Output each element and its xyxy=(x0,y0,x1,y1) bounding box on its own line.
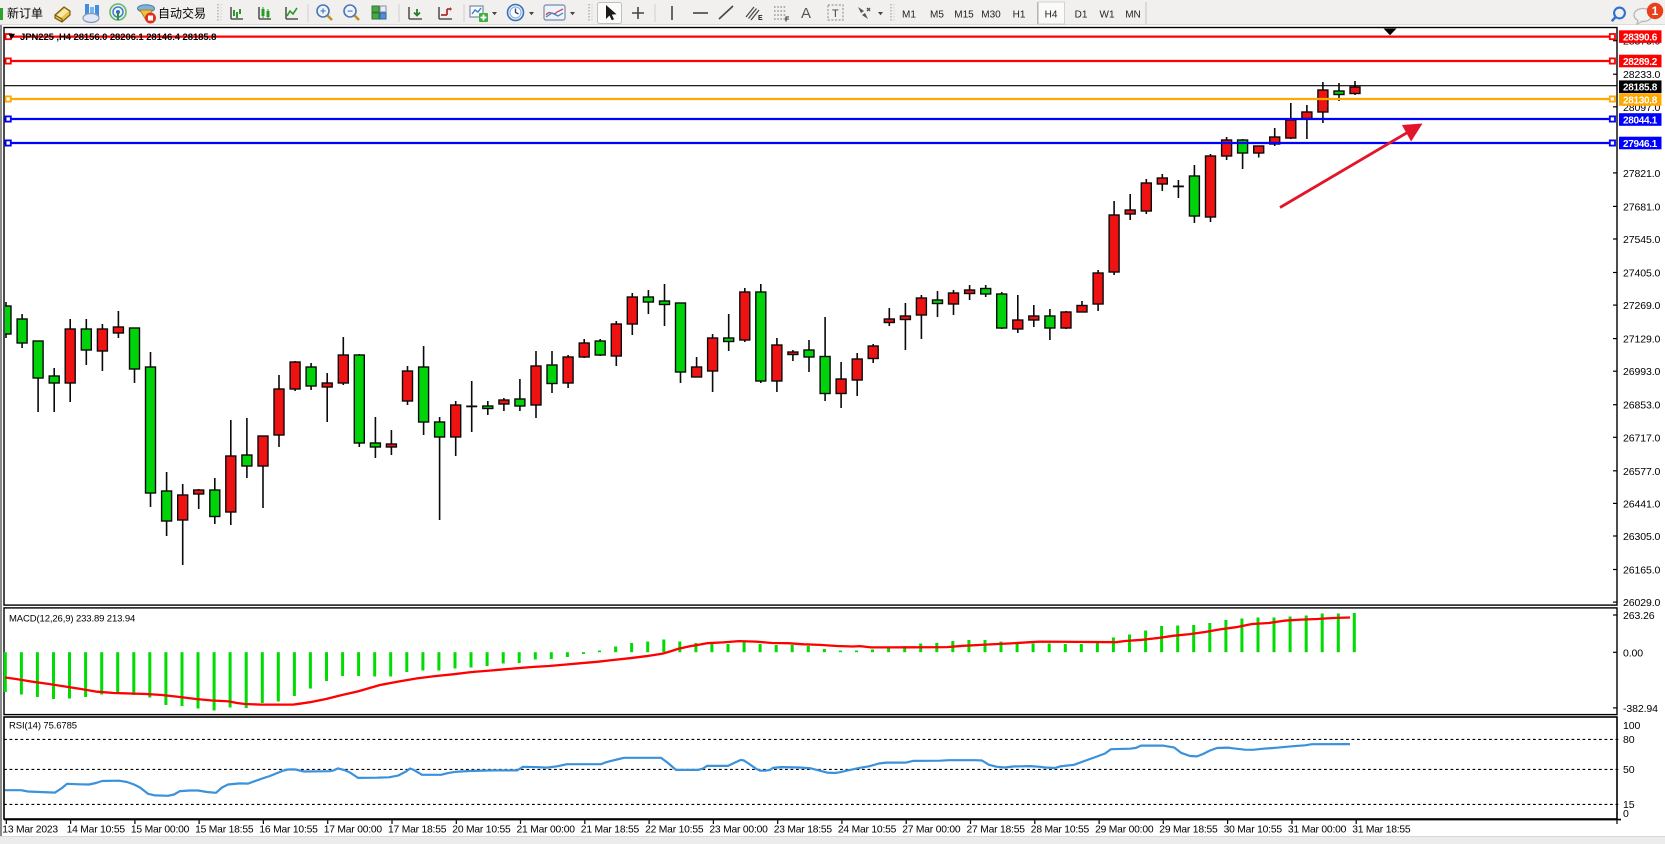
svg-text:M5: M5 xyxy=(930,10,944,21)
svg-text:16 Mar 10:55: 16 Mar 10:55 xyxy=(259,825,318,836)
svg-text:26853.0: 26853.0 xyxy=(1623,400,1661,412)
svg-text:29 Mar 18:55: 29 Mar 18:55 xyxy=(1159,825,1218,836)
svg-text:自动交易: 自动交易 xyxy=(158,6,206,21)
svg-text:新订单: 新订单 xyxy=(7,6,43,21)
svg-text:27 Mar 00:00: 27 Mar 00:00 xyxy=(902,825,961,836)
svg-text:23 Mar 00:00: 23 Mar 00:00 xyxy=(709,825,768,836)
svg-text:MN: MN xyxy=(1125,10,1141,21)
svg-text:28 Mar 10:55: 28 Mar 10:55 xyxy=(1031,825,1090,836)
svg-text:20 Mar 10:55: 20 Mar 10:55 xyxy=(452,825,511,836)
svg-text:W1: W1 xyxy=(1100,10,1115,21)
svg-text:−: − xyxy=(347,6,353,17)
svg-text:24 Mar 10:55: 24 Mar 10:55 xyxy=(838,825,897,836)
svg-text:31 Mar 18:55: 31 Mar 18:55 xyxy=(1352,825,1411,836)
svg-text:-382.94: -382.94 xyxy=(1623,703,1658,715)
svg-text:23 Mar 18:55: 23 Mar 18:55 xyxy=(774,825,833,836)
svg-text:M15: M15 xyxy=(954,10,974,21)
svg-text:28185.8: 28185.8 xyxy=(1623,83,1658,94)
svg-text:RSI(14) 75.6785: RSI(14) 75.6785 xyxy=(9,721,77,732)
svg-text:27 Mar 18:55: 27 Mar 18:55 xyxy=(967,825,1026,836)
svg-text:27269.0: 27269.0 xyxy=(1623,300,1661,312)
svg-text:28390.6: 28390.6 xyxy=(1623,33,1658,44)
svg-text:21 Mar 18:55: 21 Mar 18:55 xyxy=(581,825,640,836)
svg-text:17 Mar 00:00: 17 Mar 00:00 xyxy=(324,825,383,836)
svg-text:27681.0: 27681.0 xyxy=(1623,201,1661,213)
svg-text:27821.0: 27821.0 xyxy=(1623,168,1661,180)
svg-text:21 Mar 00:00: 21 Mar 00:00 xyxy=(517,825,576,836)
svg-text:A: A xyxy=(801,5,811,22)
svg-text:15: 15 xyxy=(1623,799,1635,811)
svg-text:26029.0: 26029.0 xyxy=(1623,597,1661,609)
svg-text:E: E xyxy=(758,15,763,22)
svg-text:17 Mar 18:55: 17 Mar 18:55 xyxy=(388,825,447,836)
svg-text:26993.0: 26993.0 xyxy=(1623,366,1661,378)
svg-text:JPN225 ,H4 28156.0 28206.1 28: JPN225 ,H4 28156.0 28206.1 28146.4 28185… xyxy=(20,32,216,43)
svg-text:D1: D1 xyxy=(1075,10,1088,21)
svg-text:22 Mar 10:55: 22 Mar 10:55 xyxy=(645,825,704,836)
svg-text:28044.1: 28044.1 xyxy=(1623,116,1658,127)
svg-text:M1: M1 xyxy=(902,10,916,21)
svg-text:26577.0: 26577.0 xyxy=(1623,466,1661,478)
svg-text:26441.0: 26441.0 xyxy=(1623,498,1661,510)
svg-text:27545.0: 27545.0 xyxy=(1623,234,1661,246)
svg-text:M30: M30 xyxy=(981,10,1001,21)
svg-text:H1: H1 xyxy=(1013,10,1026,21)
svg-text:15 Mar 18:55: 15 Mar 18:55 xyxy=(195,825,254,836)
svg-text:26165.0: 26165.0 xyxy=(1623,565,1661,577)
svg-text:28289.2: 28289.2 xyxy=(1623,57,1658,68)
svg-text:1: 1 xyxy=(1652,4,1659,18)
svg-text:0.00: 0.00 xyxy=(1623,647,1643,659)
svg-text:15 Mar 00:00: 15 Mar 00:00 xyxy=(131,825,190,836)
svg-text:100: 100 xyxy=(1623,720,1640,732)
svg-text:26305.0: 26305.0 xyxy=(1623,531,1661,543)
svg-text:F: F xyxy=(785,17,790,24)
svg-text:14 Mar 10:55: 14 Mar 10:55 xyxy=(67,825,126,836)
svg-text:27129.0: 27129.0 xyxy=(1623,334,1661,346)
svg-text:0: 0 xyxy=(1623,808,1629,820)
svg-text:MACD(12,26,9) 233.89 213.94: MACD(12,26,9) 233.89 213.94 xyxy=(9,614,135,625)
svg-text:28130.8: 28130.8 xyxy=(1623,96,1658,107)
svg-text:263.26: 263.26 xyxy=(1623,610,1655,622)
svg-text:50: 50 xyxy=(1623,764,1635,776)
svg-text:80: 80 xyxy=(1623,734,1635,746)
svg-text:13 Mar 2023: 13 Mar 2023 xyxy=(2,825,58,836)
svg-text:+: + xyxy=(320,6,326,17)
svg-text:28233.0: 28233.0 xyxy=(1623,69,1661,81)
svg-text:31 Mar 00:00: 31 Mar 00:00 xyxy=(1288,825,1347,836)
svg-text:27946.1: 27946.1 xyxy=(1623,139,1658,150)
svg-text:26717.0: 26717.0 xyxy=(1623,432,1661,444)
svg-text:29 Mar 00:00: 29 Mar 00:00 xyxy=(1095,825,1154,836)
svg-text:27405.0: 27405.0 xyxy=(1623,268,1661,280)
svg-text:H4: H4 xyxy=(1045,10,1058,21)
svg-text:T: T xyxy=(832,8,839,20)
svg-text:30 Mar 10:55: 30 Mar 10:55 xyxy=(1224,825,1283,836)
